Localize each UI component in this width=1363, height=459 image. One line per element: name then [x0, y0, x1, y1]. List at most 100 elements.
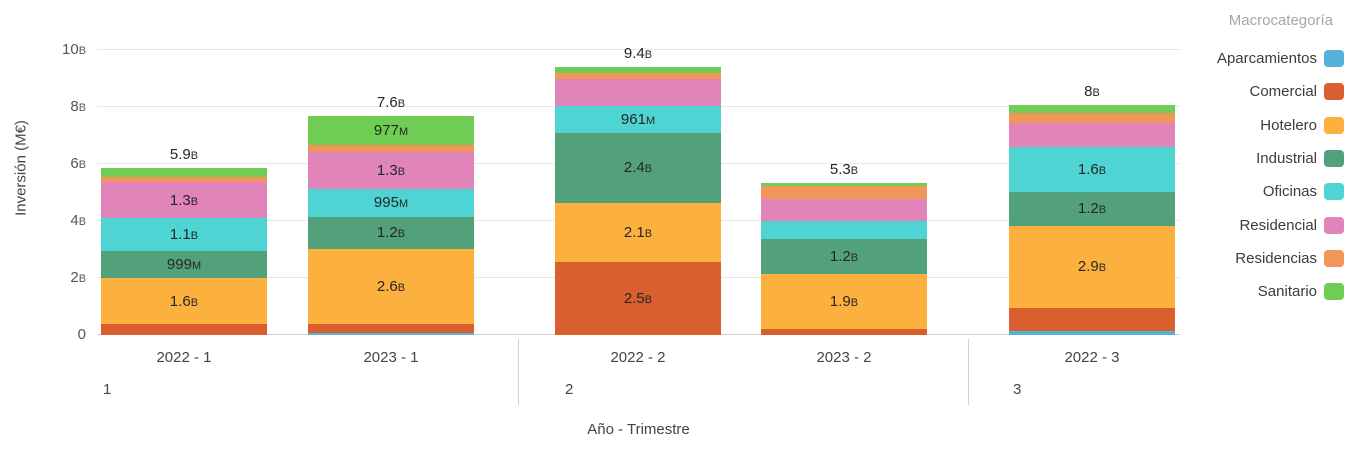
segment-value-label: 2.5B — [623, 290, 653, 308]
bar-total-label: 7.6B — [376, 94, 406, 112]
segment-residencias — [308, 144, 474, 152]
segment-hotelero: 2.1B — [555, 202, 721, 263]
group-label-2: 2 — [565, 381, 574, 398]
segment-residencias — [101, 176, 267, 182]
segment-value-label: 1.2B — [829, 247, 859, 265]
legend: Aparcamientos Comercial Hotelero Industrial… — [1217, 42, 1344, 308]
legend-item-residencial[interactable]: Residencial — [1217, 208, 1344, 241]
segment-value-label: 2.9B — [1077, 258, 1107, 276]
bar-2022-3: 2.9B 1.2B 1.6B 8B — [1009, 36, 1175, 335]
segment-value-label: 999M — [166, 255, 202, 273]
segment-industrial: 1.2B — [761, 238, 927, 275]
y-tick-label: 4B — [70, 212, 86, 229]
group-divider — [968, 339, 969, 405]
segment-comercial — [308, 324, 474, 333]
segment-oficinas: 1.6B — [1009, 147, 1175, 193]
bar-total-label: 5.9B — [169, 145, 199, 163]
segment-value-label: 1.2B — [376, 224, 406, 242]
bar-total-label: 5.3B — [829, 161, 859, 179]
bar-2023-1: 2.6B 1.2B 995M 1.3B 977M 7.6B — [308, 36, 474, 335]
segment-value-label: 1.1B — [169, 225, 199, 243]
segment-comercial — [101, 324, 267, 335]
segment-hotelero: 1.6B — [101, 278, 267, 325]
group-divider — [518, 339, 519, 405]
segment-sanitario — [1009, 105, 1175, 113]
segment-sanitario: 977M — [308, 116, 474, 145]
segment-hotelero: 1.9B — [761, 274, 927, 330]
legend-item-label: Oficinas — [1262, 183, 1317, 201]
segment-industrial: 1.2B — [1009, 192, 1175, 226]
x-axis-title: Año - Trimestre — [587, 421, 690, 438]
legend-swatch-hotelero — [1324, 116, 1344, 134]
legend-swatch-sanitario — [1324, 283, 1344, 301]
segment-oficinas — [761, 220, 927, 239]
legend-item-oficinas[interactable]: Oficinas — [1217, 175, 1344, 208]
x-tick-label-2022-3: 2022 - 3 — [1064, 349, 1120, 366]
segment-residencial — [555, 79, 721, 106]
legend-item-label: Residencias — [1235, 249, 1317, 267]
segment-residencial — [1009, 122, 1175, 148]
legend-item-label: Sanitario — [1257, 283, 1317, 301]
segment-value-label: 977M — [373, 122, 409, 140]
segment-industrial: 1.2B — [308, 217, 474, 249]
legend-item-aparcamientos[interactable]: Aparcamientos — [1217, 42, 1344, 75]
segment-comercial: 2.5B — [555, 262, 721, 335]
x-tick-label-2023-1: 2023 - 1 — [363, 349, 419, 366]
segment-oficinas: 1.1B — [101, 218, 267, 251]
legend-item-label: Industrial — [1256, 150, 1317, 168]
segment-oficinas: 995M — [308, 188, 474, 218]
legend-swatch-comercial — [1324, 83, 1344, 101]
segment-value-label: 2.1B — [623, 224, 653, 242]
segment-sanitario — [101, 167, 267, 177]
bar-2022-1: 1.6B 999M 1.1B 1.3B 5.9B — [101, 36, 267, 335]
segment-residencias — [1009, 113, 1175, 123]
bar-total-label: 8B — [1084, 83, 1100, 101]
legend-item-hotelero[interactable]: Hotelero — [1217, 109, 1344, 142]
group-label-1: 1 — [103, 381, 112, 398]
segment-residencias — [555, 73, 721, 80]
legend-item-sanitario[interactable]: Sanitario — [1217, 275, 1344, 308]
segment-value-label: 995M — [373, 194, 409, 212]
segment-residencial: 1.3B — [101, 181, 267, 219]
segment-value-label: 961M — [620, 110, 656, 128]
legend-swatch-oficinas — [1324, 183, 1344, 201]
segment-industrial: 999M — [101, 250, 267, 278]
segment-aparcamientos — [1009, 331, 1175, 335]
segment-value-label: 1.3B — [376, 161, 406, 179]
segment-hotelero: 2.9B — [1009, 225, 1175, 308]
bar-total-label: 9.4B — [623, 45, 653, 63]
segment-comercial — [761, 329, 927, 335]
legend-item-label: Hotelero — [1260, 116, 1317, 134]
segment-value-label: 2.6B — [376, 278, 406, 296]
segment-comercial — [1009, 307, 1175, 332]
x-tick-label-2022-2: 2022 - 2 — [610, 349, 666, 366]
legend-swatch-residencias — [1324, 249, 1344, 267]
segment-residencial: 1.3B — [308, 151, 474, 189]
segment-value-label: 2.4B — [623, 159, 653, 177]
legend-item-label: Residencial — [1239, 216, 1317, 234]
group-label-3: 3 — [1013, 381, 1022, 398]
segment-residencias — [761, 186, 927, 200]
y-tick-label: 6B — [70, 155, 86, 172]
segment-aparcamientos — [308, 332, 474, 335]
bar-2023-2: 1.9B 1.2B 5.3B — [761, 36, 927, 335]
x-tick-label-2023-2: 2023 - 2 — [816, 349, 872, 366]
bar-2022-2: 2.5B 2.1B 2.4B 961M 9.4B — [555, 36, 721, 335]
legend-swatch-industrial — [1324, 150, 1344, 168]
y-tick-label: 2B — [70, 269, 86, 286]
y-tick-label: 10B — [62, 41, 86, 58]
segment-oficinas: 961M — [555, 105, 721, 133]
segment-sanitario — [761, 183, 927, 187]
segment-hotelero: 2.6B — [308, 248, 474, 325]
x-tick-label-2022-1: 2022 - 1 — [156, 349, 212, 366]
y-tick-label: 8B — [70, 98, 86, 115]
segment-residencial — [761, 199, 927, 221]
segment-value-label: 1.2B — [1077, 200, 1107, 218]
legend-item-industrial[interactable]: Industrial — [1217, 142, 1344, 175]
legend-item-comercial[interactable]: Comercial — [1217, 75, 1344, 108]
legend-title: Macrocategoría — [1228, 12, 1333, 29]
legend-item-residencias[interactable]: Residencias — [1217, 242, 1344, 275]
segment-value-label: 1.9B — [829, 293, 859, 311]
segment-value-label: 1.6B — [169, 292, 199, 310]
